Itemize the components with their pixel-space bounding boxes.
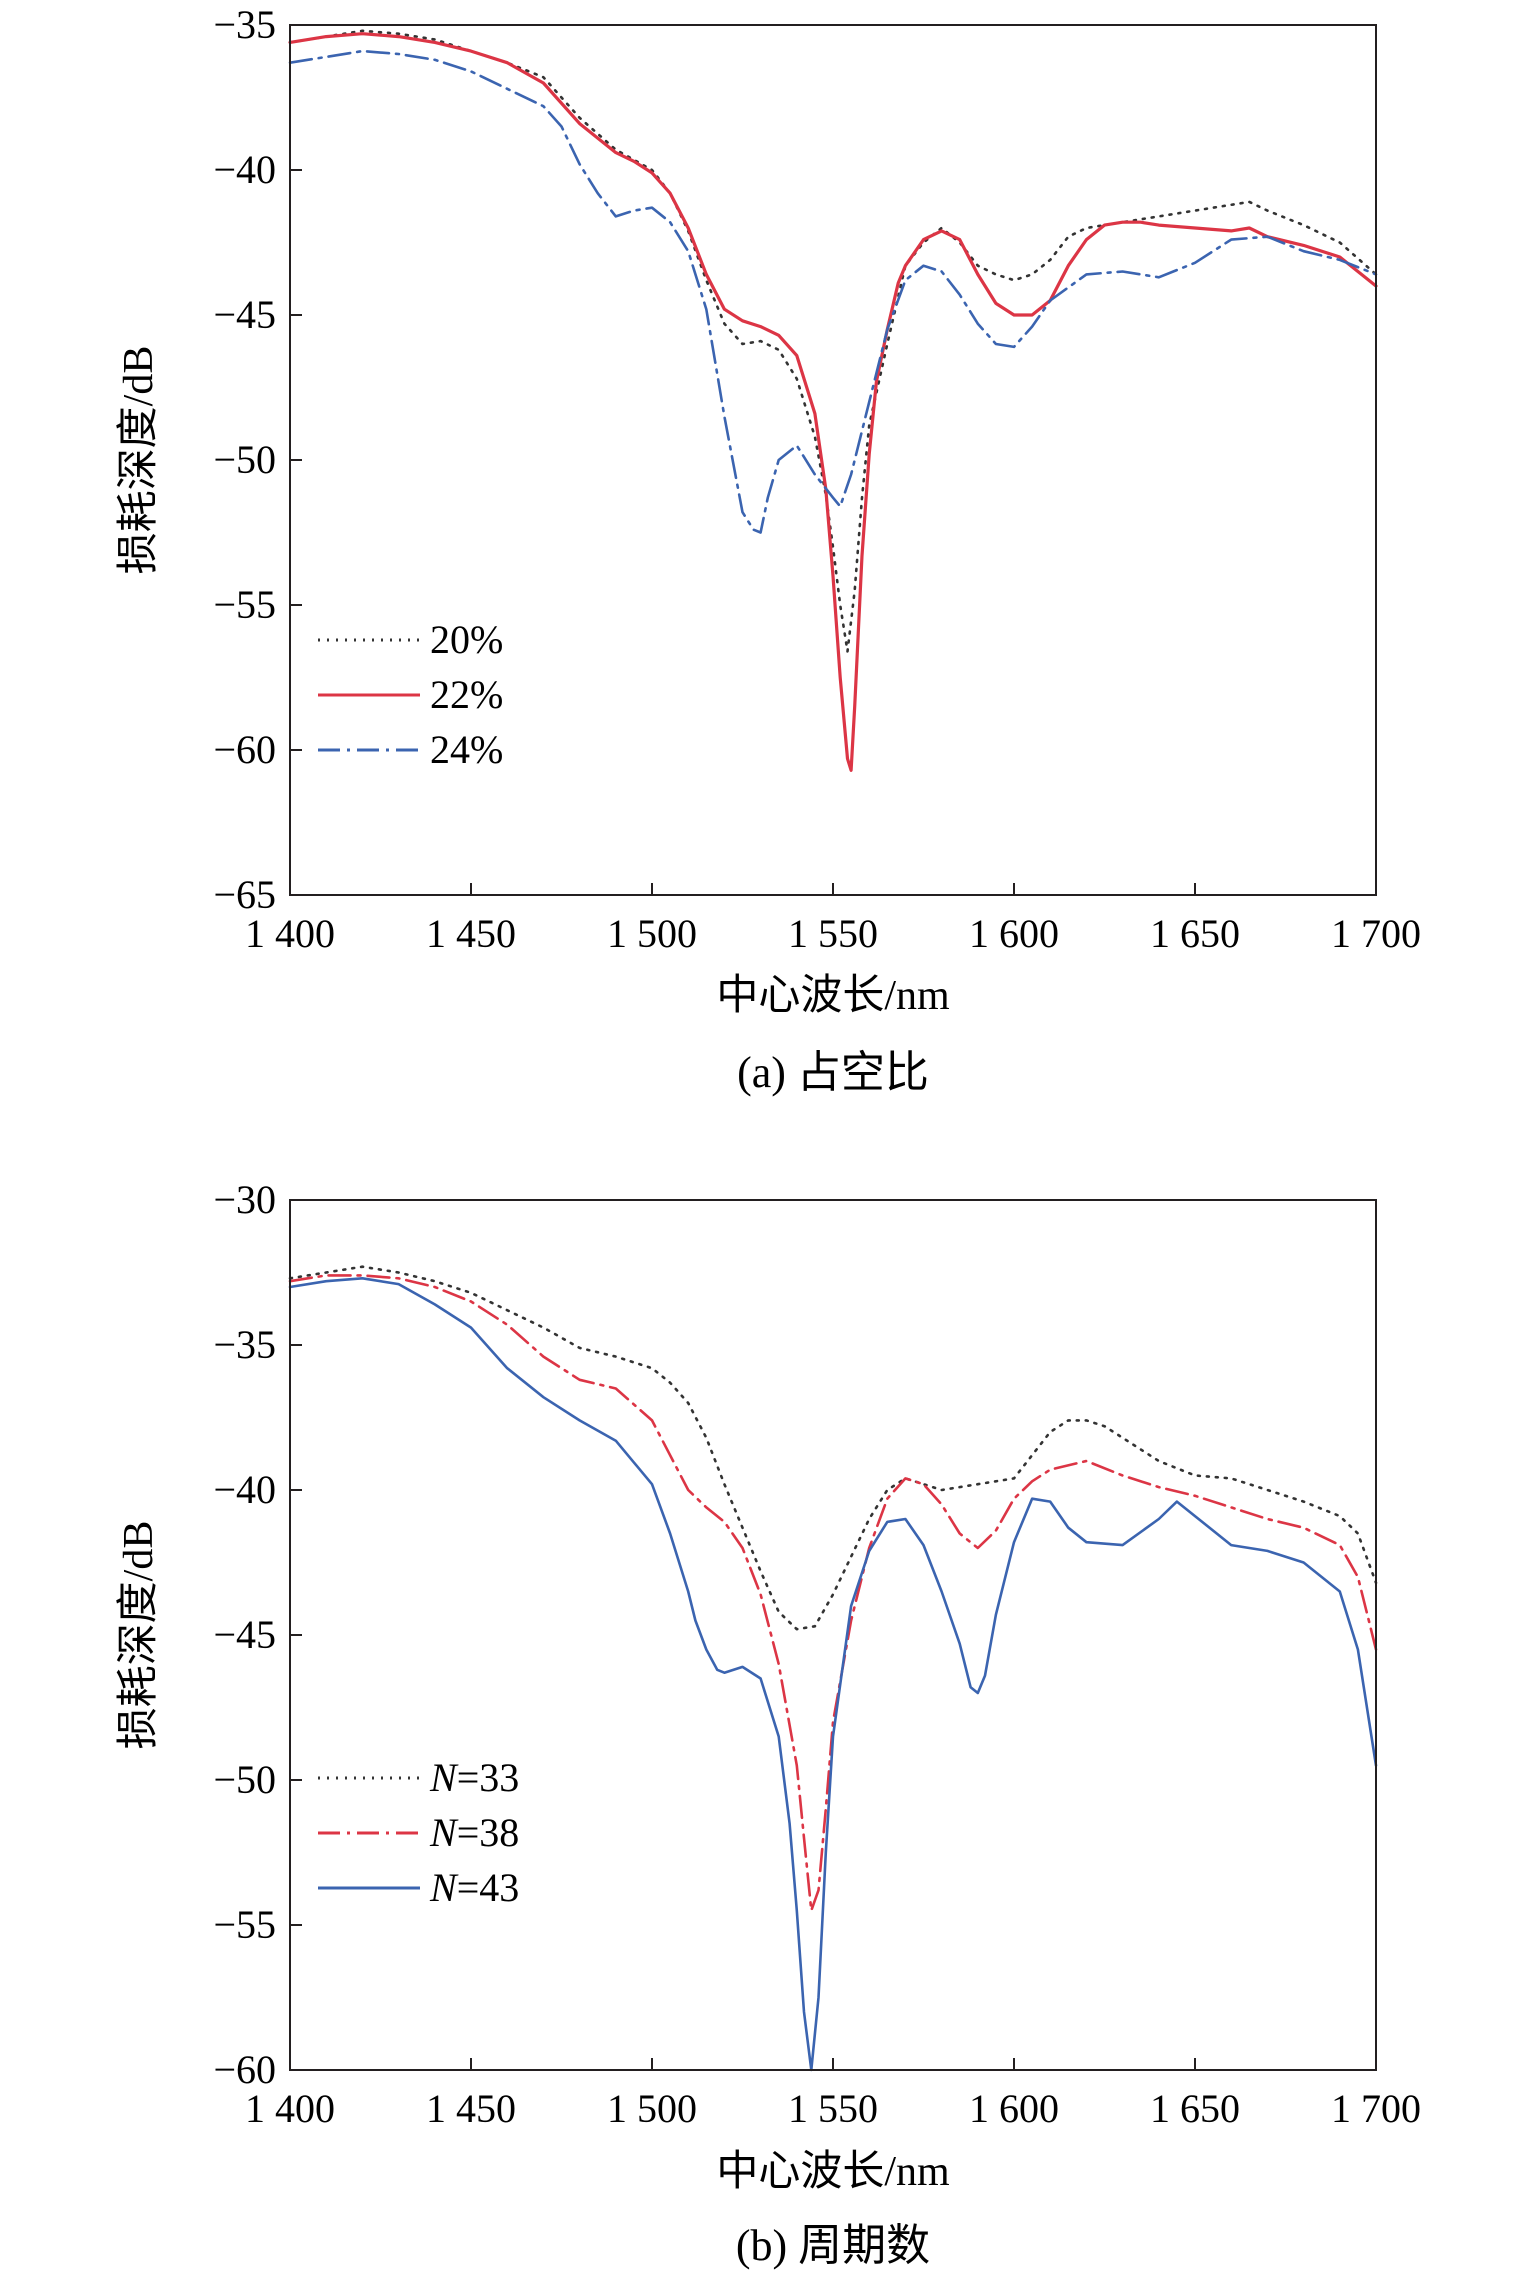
panel-b-xtick-label: 1 600	[969, 2086, 1059, 2131]
panel-a-caption: (a) 占空比	[737, 1048, 929, 1097]
panel-b-series-line-3	[288, 1277, 1378, 2072]
legend-label-24pct: 24%	[430, 727, 503, 772]
panel-b-ytick-label: −55	[213, 1902, 276, 1947]
panel-b-ytick-label: −30	[213, 1177, 276, 1222]
panel-a-chart: −35 −40 −45 −50 −55 −60 −65 1 400 1 450 1 500 1 5…	[116, 2, 1421, 1097]
panel-b-plot-frame	[289, 1199, 1377, 2071]
panel-b-ytick-label: −40	[213, 1467, 276, 1512]
panel-a-xtick-label: 1 650	[1150, 911, 1240, 956]
legend-label-n43: N=43	[429, 1865, 519, 1910]
panel-a-series-line-1	[288, 29, 1378, 653]
panel-a-xtick-label: 1 550	[788, 911, 878, 956]
panel-b-series-line-2	[288, 1274, 1378, 1912]
panel-a-xtick-label: 1 700	[1331, 911, 1421, 956]
panel-a-ylabel: 损耗深度/dB	[116, 346, 162, 575]
panel-a-ytick-label: −60	[213, 727, 276, 772]
legend-label-n38: N=38	[429, 1810, 519, 1855]
panel-a-ytick-label: −35	[213, 2, 276, 47]
panel-b-xtick-label: 1 500	[607, 2086, 697, 2131]
panel-b-ytick-label: −35	[213, 1322, 276, 1367]
panel-a-legend: 20% 22% 24%	[318, 617, 503, 772]
panel-a-xtick-label: 1 600	[969, 911, 1059, 956]
panel-a-ytick-label: −65	[213, 872, 276, 917]
panel-a-xtick-label: 1 450	[426, 911, 516, 956]
panel-b-ylabel: 损耗深度/dB	[116, 1521, 162, 1750]
panel-a-xtick-label: 1 400	[245, 911, 335, 956]
panel-a-xlabel: 中心波长/nm	[716, 973, 950, 1019]
legend-label-22pct: 22%	[430, 672, 503, 717]
panel-b-chart: −30 −35 −40 −45 −50 −55 −60 1 400 1 450 1 500 1 5…	[116, 1177, 1421, 2270]
panel-a-ytick-label: −40	[213, 147, 276, 192]
panel-b-ytick-label: −60	[213, 2047, 276, 2092]
panel-b-ytick-label: −50	[213, 1757, 276, 1802]
panel-b-xtick-label: 1 400	[245, 2086, 335, 2131]
panel-a-xtick-label: 1 500	[607, 911, 697, 956]
panel-b-series-line-1	[288, 1265, 1378, 1631]
legend-label-20pct: 20%	[430, 617, 503, 662]
panel-b-xtick-label: 1 550	[788, 2086, 878, 2131]
panel-a-series-line-2	[288, 32, 1378, 772]
panel-b-ytick-label: −45	[213, 1612, 276, 1657]
panel-a-series-line-3	[288, 49, 1378, 534]
panel-b-xtick-label: 1 700	[1331, 2086, 1421, 2131]
panel-a-ytick-label: −50	[213, 437, 276, 482]
legend-label-n33: N=33	[429, 1755, 519, 1800]
panel-b-caption: (b) 周期数	[736, 2221, 930, 2270]
panel-b-legend: N=33 N=38 N=43	[318, 1755, 519, 1910]
panel-b-xlabel: 中心波长/nm	[716, 2149, 950, 2195]
panel-b-xtick-label: 1 450	[426, 2086, 516, 2131]
panel-a-ytick-label: −45	[213, 292, 276, 337]
panel-b-xtick-label: 1 650	[1150, 2086, 1240, 2131]
panel-a-ytick-label: −55	[213, 582, 276, 627]
